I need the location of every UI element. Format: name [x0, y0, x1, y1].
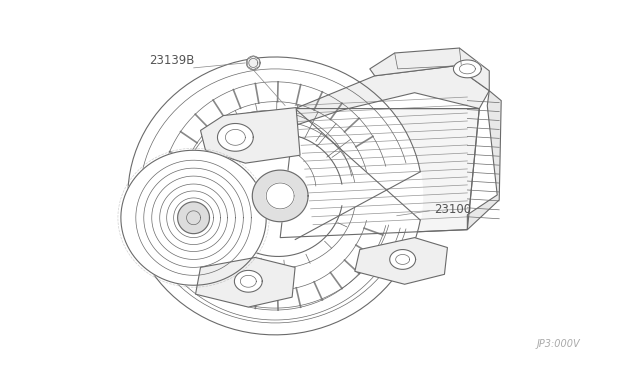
Polygon shape [266, 183, 294, 209]
Polygon shape [225, 129, 245, 145]
Polygon shape [280, 109, 479, 238]
Polygon shape [453, 60, 481, 78]
Polygon shape [241, 275, 256, 287]
Polygon shape [121, 150, 266, 285]
Polygon shape [295, 66, 489, 125]
Polygon shape [196, 257, 295, 307]
Text: 23100: 23100 [435, 203, 472, 216]
Text: JP3:000V: JP3:000V [537, 339, 580, 349]
Polygon shape [460, 64, 476, 74]
Polygon shape [178, 202, 209, 234]
Polygon shape [355, 238, 447, 284]
Text: 23139B: 23139B [148, 54, 194, 67]
Polygon shape [252, 170, 308, 222]
Polygon shape [200, 108, 300, 163]
Polygon shape [370, 48, 489, 91]
Polygon shape [396, 254, 410, 264]
Polygon shape [247, 56, 259, 70]
Polygon shape [467, 91, 501, 230]
Polygon shape [390, 250, 415, 269]
Polygon shape [218, 124, 253, 151]
Polygon shape [234, 270, 262, 292]
Polygon shape [128, 57, 422, 335]
